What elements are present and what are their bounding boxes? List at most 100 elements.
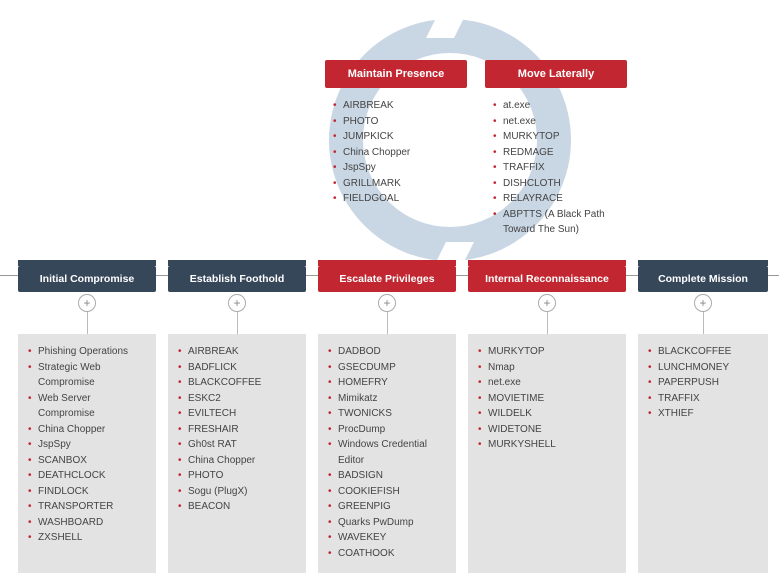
cycle-list-lateral: at.exenet.exeMURKYTOPREDMAGETRAFFIXDISHC… <box>485 98 627 238</box>
cycle-list-item: TRAFFIX <box>493 160 627 176</box>
phase-list-item: FINDLOCK <box>28 484 146 500</box>
phase-list: MURKYTOPNmapnet.exeMOVIETIMEWILDELKWIDET… <box>478 344 616 453</box>
phase-list-item: HOMEFRY <box>328 375 446 391</box>
phase-list-item: DADBOD <box>328 344 446 360</box>
phase-header: Complete Mission <box>638 266 768 292</box>
cycle-col-maintain: Maintain Presence AIRBREAKPHOTOJUMPKICKC… <box>325 60 467 238</box>
connector-line <box>547 312 548 334</box>
phase-list-item: MOVIETIME <box>478 391 616 407</box>
phase-list-item: TWONICKS <box>328 406 446 422</box>
phase-header: Establish Foothold <box>168 266 306 292</box>
phase-header-tab <box>468 260 626 266</box>
phase-list-item: China Chopper <box>178 453 296 469</box>
phase-list-item: SCANBOX <box>28 453 146 469</box>
phase-list-item: COOKIEFISH <box>328 484 446 500</box>
phase-list-item: Quarks PwDump <box>328 515 446 531</box>
phase-headers: Initial Compromise Establish Foothold Esca… <box>18 266 768 292</box>
cycle-list-item: GRILLMARK <box>333 176 467 192</box>
phase-list-item: BADSIGN <box>328 468 446 484</box>
phase-list-item: Sogu (PlugX) <box>178 484 296 500</box>
phase-list-item: Strategic Web Compromise <box>28 360 146 391</box>
phase-header-tab <box>168 260 306 266</box>
cycle-list-maintain: AIRBREAKPHOTOJUMPKICKChina ChopperJspSpy… <box>325 98 467 207</box>
phase-list-item: Mimikatz <box>328 391 446 407</box>
cycle-list-item: DISHCLOTH <box>493 176 627 192</box>
phase-list-item: BLACKCOFFEE <box>178 375 296 391</box>
expand-icon[interactable]: + <box>538 294 556 312</box>
phase-list-item: China Chopper <box>28 422 146 438</box>
phase-list-item: net.exe <box>478 375 616 391</box>
cycle-list-item: FIELDGOAL <box>333 191 467 207</box>
phase-list-item: COATHOOK <box>328 546 446 562</box>
cycle-header-lateral: Move Laterally <box>485 60 627 88</box>
cycle-list-item: China Chopper <box>333 145 467 161</box>
phase-list-item: GSECDUMP <box>328 360 446 376</box>
phase-list-item: BLACKCOFFEE <box>648 344 758 360</box>
phase-list-item: Phishing Operations <box>28 344 146 360</box>
cycle-list-item: AIRBREAK <box>333 98 467 114</box>
phase-list: AIRBREAKBADFLICKBLACKCOFFEEESKC2EVILTECH… <box>178 344 296 515</box>
phase-list-item: ProcDump <box>328 422 446 438</box>
phase-list: BLACKCOFFEELUNCHMONEYPAPERPUSHTRAFFIXXTH… <box>648 344 758 422</box>
connector-line <box>703 312 704 334</box>
phase-list-item: BEACON <box>178 499 296 515</box>
phase-header-tab <box>18 260 156 266</box>
phase-list-item: Gh0st RAT <box>178 437 296 453</box>
phase-list-item: FRESHAIR <box>178 422 296 438</box>
phase-list-item: TRANSPORTER <box>28 499 146 515</box>
plus-row: + + + + + <box>18 294 768 312</box>
phase-list-item: BADFLICK <box>178 360 296 376</box>
cycle-list-item: MURKYTOP <box>493 129 627 145</box>
cycle-list-item: JUMPKICK <box>333 129 467 145</box>
phase-list-box: Phishing OperationsStrategic Web Comprom… <box>18 334 156 573</box>
phase-list-item: AIRBREAK <box>178 344 296 360</box>
cycle-list-item: RELAYRACE <box>493 191 627 207</box>
phase-list-item: LUNCHMONEY <box>648 360 758 376</box>
cycle-col-lateral: Move Laterally at.exenet.exeMURKYTOPREDM… <box>485 60 627 238</box>
phase-lists: Phishing OperationsStrategic Web Comprom… <box>18 334 768 573</box>
phase-list: DADBODGSECDUMPHOMEFRYMimikatzTWONICKSPro… <box>328 344 446 561</box>
phase-list-box: MURKYTOPNmapnet.exeMOVIETIMEWILDELKWIDET… <box>468 334 626 573</box>
phase-list-item: Web Server Compromise <box>28 391 146 422</box>
phase-header: Escalate Privileges <box>318 266 456 292</box>
cycle-header-maintain: Maintain Presence <box>325 60 467 88</box>
phase-list-item: DEATHCLOCK <box>28 468 146 484</box>
cycle-list-item: JspSpy <box>333 160 467 176</box>
phase-list-item: JspSpy <box>28 437 146 453</box>
connector-line <box>387 312 388 334</box>
plus-wrap: + <box>638 294 768 312</box>
plus-wrap: + <box>318 294 456 312</box>
phase-list-item: EVILTECH <box>178 406 296 422</box>
phase-list-item: Windows Credential Editor <box>328 437 446 468</box>
phase-list-box: DADBODGSECDUMPHOMEFRYMimikatzTWONICKSPro… <box>318 334 456 573</box>
expand-icon[interactable]: + <box>78 294 96 312</box>
cycle-list-item: PHOTO <box>333 114 467 130</box>
phase-list-item: PHOTO <box>178 468 296 484</box>
expand-icon[interactable]: + <box>378 294 396 312</box>
phase-list-item: TRAFFIX <box>648 391 758 407</box>
phase-list-item: MURKYSHELL <box>478 437 616 453</box>
phase-list-item: ESKC2 <box>178 391 296 407</box>
phase-list-item: Nmap <box>478 360 616 376</box>
phase-header: Initial Compromise <box>18 266 156 292</box>
plus-wrap: + <box>468 294 626 312</box>
phase-header: Internal Reconnaissance <box>468 266 626 292</box>
phase-list-item: WASHBOARD <box>28 515 146 531</box>
phase-list-box: BLACKCOFFEELUNCHMONEYPAPERPUSHTRAFFIXXTH… <box>638 334 768 573</box>
phase-list-item: PAPERPUSH <box>648 375 758 391</box>
phase-header-tab <box>638 260 768 266</box>
plus-wrap: + <box>168 294 306 312</box>
phase-list-item: GREENPIG <box>328 499 446 515</box>
phase-list: Phishing OperationsStrategic Web Comprom… <box>28 344 146 546</box>
connector-line <box>237 312 238 334</box>
cycle-list-item: net.exe <box>493 114 627 130</box>
phase-list-item: WAVEKEY <box>328 530 446 546</box>
expand-icon[interactable]: + <box>694 294 712 312</box>
phase-list-box: AIRBREAKBADFLICKBLACKCOFFEEESKC2EVILTECH… <box>168 334 306 573</box>
expand-icon[interactable]: + <box>228 294 246 312</box>
cycle-list-item: ABPTTS (A Black Path Toward The Sun) <box>493 207 627 238</box>
phase-list-item: WIDETONE <box>478 422 616 438</box>
phase-list-item: WILDELK <box>478 406 616 422</box>
phase-header-tab <box>318 260 456 266</box>
phase-list-item: MURKYTOP <box>478 344 616 360</box>
